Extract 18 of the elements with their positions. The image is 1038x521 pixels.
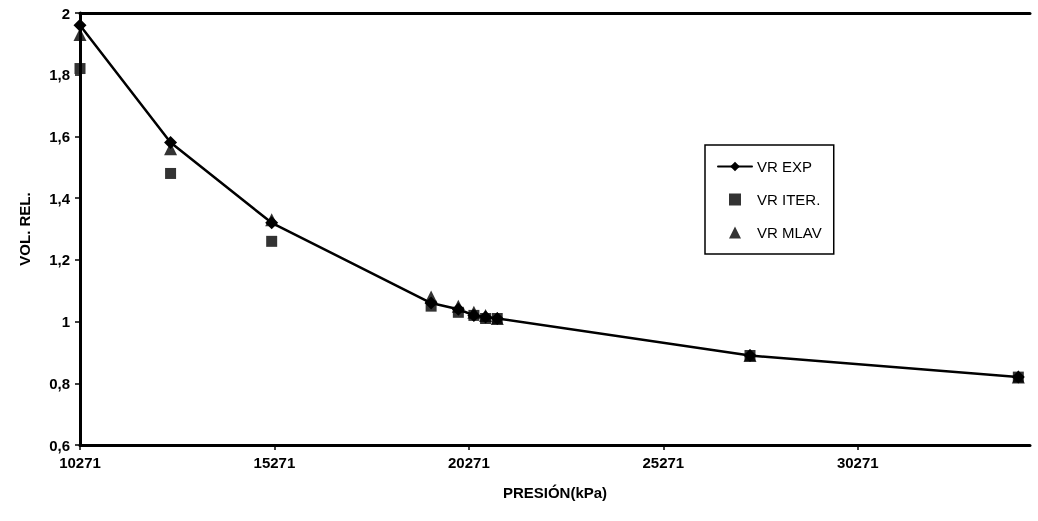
x-axis-title: PRESIÓN(kPa) — [502, 484, 608, 501]
legend-label: VR EXP — [757, 158, 813, 175]
y-tick-label: 1 — [61, 313, 70, 331]
y-tick-label: 1,2 — [49, 251, 70, 269]
x-tick-label: 25271 — [642, 454, 685, 471]
y-tick-label: 0,8 — [49, 374, 70, 392]
x-tick-label: 30271 — [836, 454, 879, 471]
x-tick-label: 15271 — [253, 454, 296, 471]
legend-label: VR ITER. — [757, 191, 821, 208]
y-tick-label: 2 — [61, 4, 70, 22]
y-tick-label: 1,8 — [49, 66, 70, 84]
x-tick-label: 20271 — [448, 454, 490, 471]
y-axis-title: VOL. REL. — [16, 192, 33, 266]
x-tick-label: 10271 — [59, 454, 101, 471]
y-tick-label: 1,6 — [49, 127, 70, 145]
y-tick-label: 1,4 — [49, 189, 71, 207]
legend-label: VR MLAV — [757, 224, 822, 241]
y-tick-label: 0,6 — [49, 436, 70, 454]
